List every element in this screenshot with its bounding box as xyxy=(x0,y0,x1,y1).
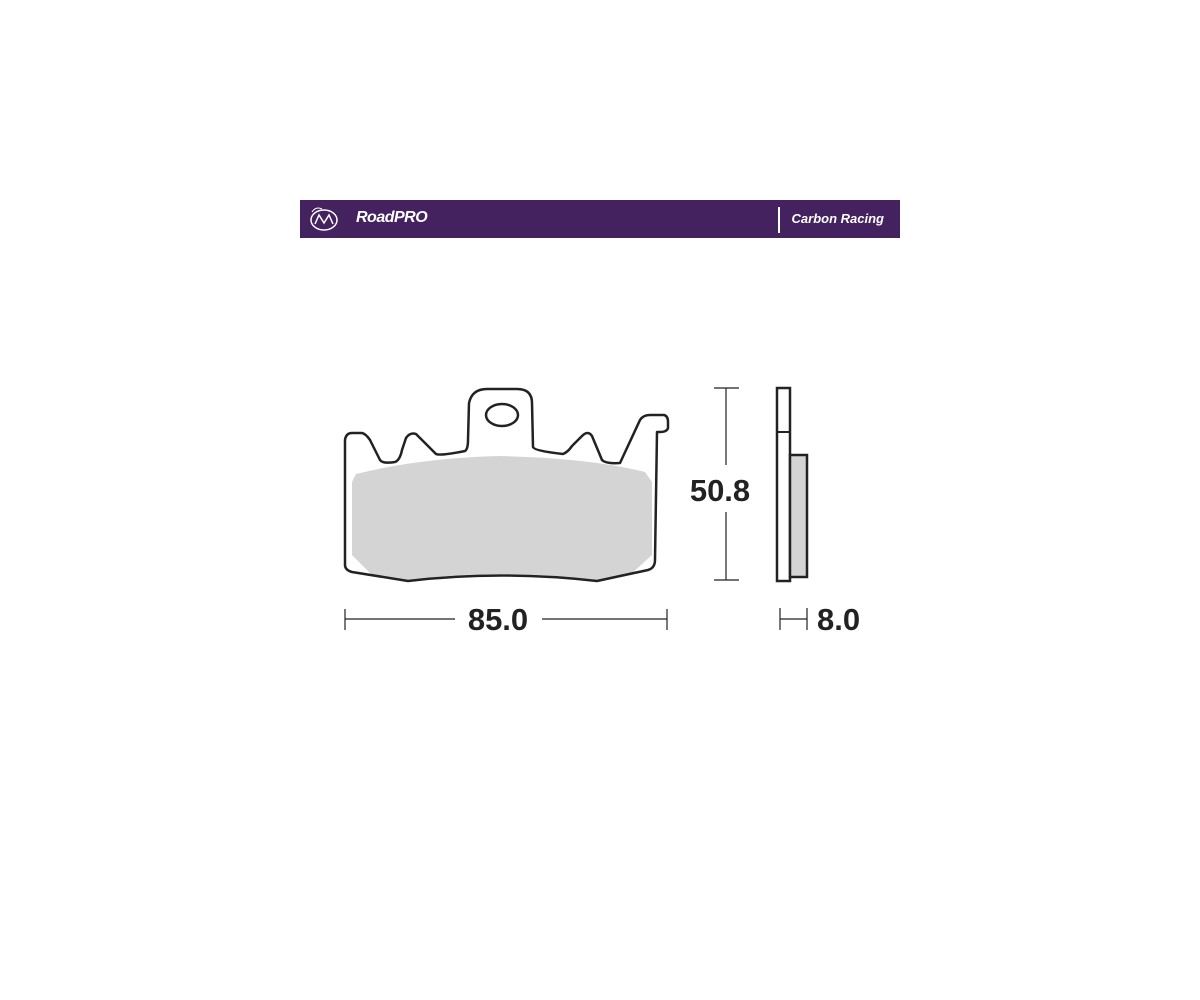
height-dimension xyxy=(714,387,739,581)
thickness-dimension xyxy=(779,608,808,630)
backing-plate-outline xyxy=(343,387,670,583)
brand-name: RoadPRO xyxy=(356,209,428,226)
product-line: Carbon Racing xyxy=(791,211,884,226)
width-dimension xyxy=(344,609,668,630)
header-banner: RoadPRO Carbon Racing xyxy=(300,200,900,238)
motomaster-logo-icon xyxy=(310,207,338,231)
width-label: 85.0 xyxy=(468,602,528,637)
height-label: 50.8 xyxy=(690,473,750,508)
mounting-hole xyxy=(484,402,520,428)
friction-material-front xyxy=(352,456,652,580)
thickness-label: 8.0 xyxy=(817,602,860,637)
header-divider xyxy=(778,207,780,233)
backing-plate-side xyxy=(775,386,792,583)
friction-material-side xyxy=(788,453,809,579)
